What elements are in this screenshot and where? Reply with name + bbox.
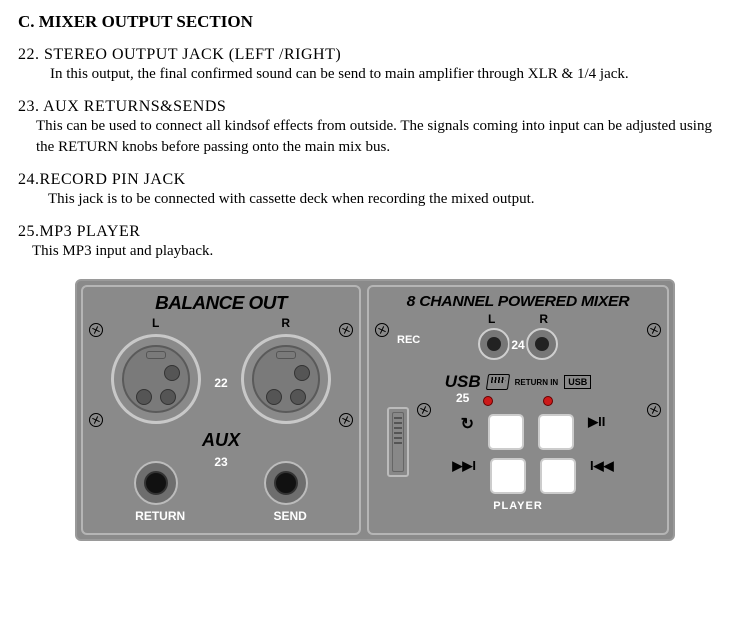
loop-icon: ↻: [461, 414, 474, 450]
label-l: L: [152, 316, 159, 330]
label-send: SEND: [273, 509, 306, 523]
sd-slot: [387, 407, 409, 477]
player-label: PLAYER: [377, 500, 659, 512]
balance-out-title: BALANCE OUT: [85, 293, 358, 314]
item-24: 24.RECORD PIN JACK This jack is to be co…: [18, 171, 732, 209]
label-r-rec: R: [539, 312, 548, 326]
rca-jack-right: [526, 328, 558, 360]
player-button-blank3: [540, 458, 576, 494]
item-23-body: This can be used to connect all kindsof …: [18, 116, 732, 157]
xlr-jack-left: [111, 334, 201, 424]
item-22-body: In this output, the final confirmed soun…: [18, 64, 732, 84]
xlr-jack-right: [241, 334, 331, 424]
player-button-stop: [488, 414, 524, 450]
section-title: C. MIXER OUTPUT SECTION: [18, 12, 732, 32]
item-23: 23. AUX RETURNS&SENDS This can be used t…: [18, 98, 732, 157]
label-r: R: [281, 316, 290, 330]
item-22: 22. STEREO OUTPUT JACK (LEFT /RIGHT) In …: [18, 46, 732, 84]
aux-label: AUX: [91, 430, 351, 451]
play-pause-icon: ▶II: [588, 414, 605, 450]
usb-badge: USB: [564, 375, 591, 389]
badge-22: 22: [212, 376, 229, 390]
powered-mixer-title: 8 CHANNEL POWERED MIXER: [370, 293, 666, 310]
usb-label: USB: [445, 372, 481, 392]
item-22-heading: 22. STEREO OUTPUT JACK (LEFT /RIGHT): [18, 46, 732, 64]
item-24-heading: 24.RECORD PIN JACK: [18, 171, 732, 189]
balance-out-panel: BALANCE OUT L R: [81, 285, 361, 535]
badge-25: 25: [454, 391, 471, 405]
label-return: RETURN: [135, 509, 185, 523]
player-button-blank2: [490, 458, 526, 494]
next-track-icon: ▶▶I: [452, 458, 476, 494]
player-button-blank: [538, 414, 574, 450]
powered-mixer-panel: 8 CHANNEL POWERED MIXER L R REC 24 USB R…: [367, 285, 669, 535]
item-23-heading: 23. AUX RETURNS&SENDS: [18, 98, 732, 116]
item-25: 25.MP3 PLAYER This MP3 input and playbac…: [18, 223, 732, 261]
rca-jack-left: [478, 328, 510, 360]
label-l-rec: L: [488, 312, 495, 326]
sd-card-icon: [486, 374, 510, 390]
return-in-label: RETURN IN: [515, 378, 559, 387]
badge-24: 24: [509, 338, 526, 352]
mixer-panel: BALANCE OUT L R: [75, 279, 675, 541]
item-25-heading: 25.MP3 PLAYER: [18, 223, 732, 241]
item-24-body: This jack is to be connected with casset…: [18, 189, 732, 209]
trs-jack-return: [134, 461, 178, 505]
prev-track-icon: I◀◀: [590, 458, 614, 494]
led-indicator: [483, 396, 493, 406]
trs-jack-send: [264, 461, 308, 505]
badge-23: 23: [212, 455, 229, 469]
led-indicator: [543, 396, 553, 406]
item-25-body: This MP3 input and playback.: [18, 241, 732, 261]
label-rec: REC: [397, 334, 420, 346]
